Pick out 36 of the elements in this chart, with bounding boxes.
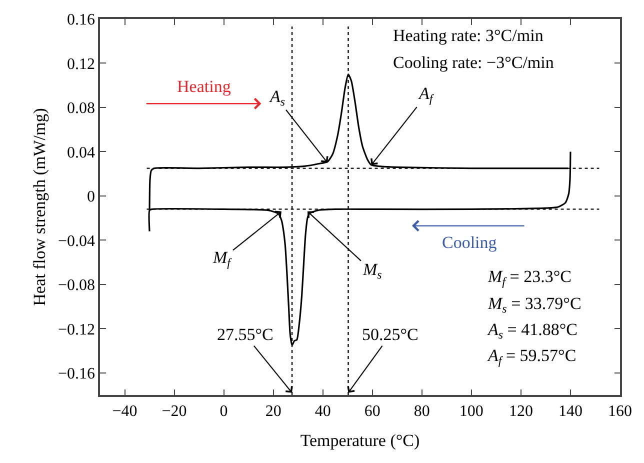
- annotation: A$_{f}$ = 59.57°C: [487, 346, 576, 368]
- x-tick-label: 80: [414, 402, 430, 420]
- annotation: M$_{s}$ = 33.79°C: [487, 294, 582, 316]
- y-tick-label: −0.08: [58, 277, 96, 294]
- annotation: 27.55°C: [217, 325, 274, 344]
- y-tick-label: 0: [87, 188, 96, 206]
- annotation: M$_{f}$: [212, 248, 232, 270]
- y-tick-label: 0.12: [67, 56, 96, 73]
- annotation: 50.25°C: [362, 325, 418, 344]
- x-tick-label: 40: [314, 402, 331, 420]
- annotation: A$_{s}$: [269, 87, 286, 109]
- annotation: A$_{f}$: [418, 84, 434, 106]
- x-tick-label: 140: [558, 402, 582, 420]
- annotation: Cooling: [442, 233, 498, 252]
- annotation: M$_{f}$ = 23.3°C: [487, 267, 572, 289]
- x-tick-label: −20: [162, 402, 187, 420]
- annotation: Heating: [177, 77, 232, 96]
- annotation: Heating rate: 3°C/min: [393, 26, 544, 45]
- x-tick-label: 160: [608, 402, 632, 420]
- y-tick-label: −0.04: [58, 232, 96, 250]
- y-tick-label: 0.16: [67, 12, 96, 29]
- x-tick-label: 100: [459, 402, 484, 420]
- annotation: Cooling rate: −3°C/min: [393, 53, 554, 72]
- y-tick-label: −0.12: [58, 321, 96, 338]
- x-tick-label: 60: [364, 402, 380, 420]
- x-axis-title: Temperature (°C): [300, 430, 420, 450]
- y-tick-label: −0.16: [58, 365, 96, 382]
- y-tick-label: 0.04: [67, 144, 96, 162]
- x-tick-label: 120: [508, 402, 533, 420]
- y-tick-label: 0.08: [67, 100, 96, 118]
- x-tick-label: −40: [112, 402, 138, 420]
- x-tick-label: 0: [220, 402, 228, 420]
- x-tick-label: 20: [265, 402, 282, 420]
- y-axis-title: Heat flow strength (mW/mg): [30, 108, 50, 306]
- annotation: M$_{s}$: [362, 260, 382, 282]
- annotation: A$_{s}$ = 41.88°C: [487, 320, 578, 342]
